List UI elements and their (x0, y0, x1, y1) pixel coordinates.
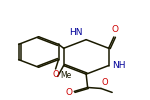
Text: HN: HN (69, 28, 82, 37)
Text: O: O (112, 26, 119, 34)
Text: Me: Me (60, 71, 71, 80)
Text: O: O (102, 78, 108, 87)
Text: NH: NH (112, 61, 126, 70)
Text: O: O (52, 70, 59, 79)
Text: O: O (65, 88, 72, 97)
